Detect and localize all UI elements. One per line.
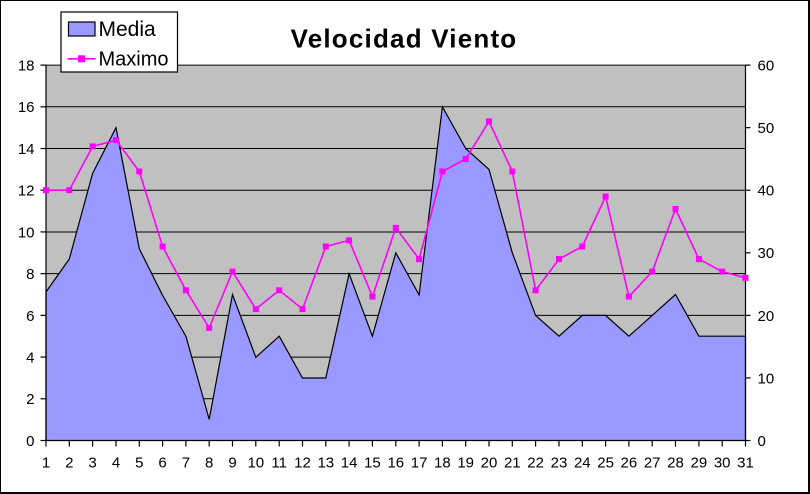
svg-text:30: 30: [714, 455, 731, 472]
svg-text:26: 26: [621, 455, 638, 472]
svg-text:15: 15: [364, 455, 381, 472]
svg-text:6: 6: [158, 455, 166, 472]
svg-text:0: 0: [26, 433, 34, 450]
svg-text:Media: Media: [99, 18, 157, 41]
svg-text:25: 25: [597, 455, 614, 472]
svg-text:8: 8: [26, 266, 34, 283]
svg-text:1: 1: [42, 455, 50, 472]
svg-text:23: 23: [551, 455, 568, 472]
svg-text:29: 29: [691, 455, 708, 472]
svg-text:Maximo: Maximo: [99, 49, 169, 71]
svg-text:18: 18: [434, 455, 451, 472]
svg-text:30: 30: [758, 245, 775, 262]
svg-text:11: 11: [271, 455, 287, 472]
svg-text:16: 16: [387, 455, 404, 472]
svg-text:13: 13: [317, 455, 334, 472]
svg-text:2: 2: [26, 391, 34, 408]
svg-text:16: 16: [18, 99, 35, 116]
svg-text:14: 14: [18, 141, 35, 158]
svg-text:18: 18: [18, 58, 35, 75]
svg-text:40: 40: [758, 183, 775, 200]
svg-text:Velocidad Viento: Velocidad Viento: [291, 24, 518, 54]
svg-text:12: 12: [18, 183, 35, 200]
svg-text:22: 22: [527, 455, 544, 472]
svg-text:10: 10: [247, 455, 264, 472]
svg-text:9: 9: [228, 455, 236, 472]
svg-text:5: 5: [135, 455, 143, 472]
svg-text:4: 4: [26, 350, 34, 367]
svg-text:60: 60: [758, 58, 775, 75]
svg-text:10: 10: [18, 224, 35, 241]
svg-text:31: 31: [737, 455, 754, 472]
svg-text:12: 12: [294, 455, 311, 472]
svg-text:0: 0: [758, 433, 766, 450]
svg-text:2: 2: [65, 455, 73, 472]
svg-text:7: 7: [182, 455, 190, 472]
svg-text:3: 3: [88, 455, 96, 472]
svg-text:20: 20: [481, 455, 498, 472]
svg-text:19: 19: [457, 455, 474, 472]
svg-text:28: 28: [667, 455, 684, 472]
svg-text:24: 24: [574, 455, 591, 472]
svg-text:4: 4: [112, 455, 120, 472]
svg-text:14: 14: [341, 455, 358, 472]
svg-text:10: 10: [758, 370, 775, 387]
svg-text:50: 50: [758, 120, 775, 137]
svg-text:6: 6: [26, 308, 34, 325]
svg-text:20: 20: [758, 308, 775, 325]
svg-text:17: 17: [411, 455, 428, 472]
svg-text:8: 8: [205, 455, 213, 472]
svg-text:21: 21: [504, 455, 521, 472]
svg-text:27: 27: [644, 455, 661, 472]
